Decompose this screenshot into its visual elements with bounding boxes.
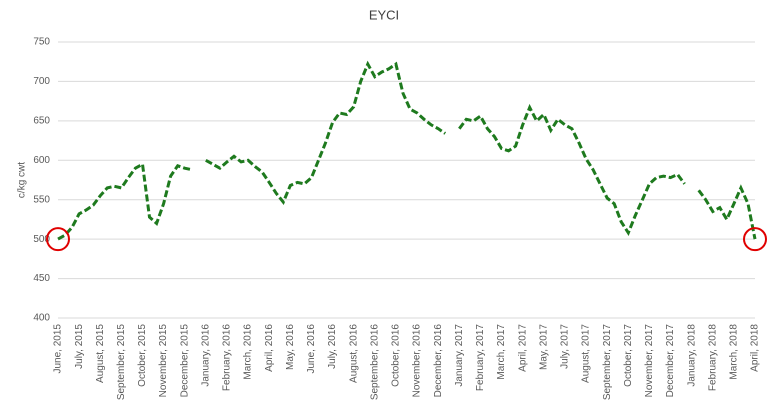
y-tick-label: 450 — [33, 273, 50, 284]
x-tick-label: November, 2016 — [412, 324, 423, 398]
x-tick-label: July, 2016 — [327, 324, 338, 369]
x-tick-label: September, 2017 — [602, 324, 613, 401]
x-tick-label: October, 2015 — [137, 324, 148, 387]
x-tick-label: August, 2016 — [348, 324, 359, 383]
y-tick-label: 500 — [33, 234, 50, 245]
x-tick-label: June, 2016 — [306, 324, 317, 374]
highlight-circle — [743, 227, 767, 252]
x-tick-label: May, 2017 — [538, 324, 549, 370]
x-tick-label: January, 2016 — [200, 324, 211, 387]
x-tick-label: August, 2017 — [581, 324, 592, 383]
x-tick-label: August, 2015 — [95, 324, 106, 383]
x-tick-label: April, 2017 — [517, 324, 528, 372]
x-tick-label: September, 2016 — [369, 324, 380, 401]
x-tick-label: October, 2016 — [391, 324, 402, 387]
x-tick-label: March, 2017 — [496, 324, 507, 380]
y-tick-label: 550 — [33, 194, 50, 205]
y-tick-label: 400 — [33, 313, 50, 324]
y-tick-label: 700 — [33, 76, 50, 87]
highlight-circle — [46, 227, 70, 252]
x-tick-label: January, 2017 — [454, 324, 465, 387]
x-tick-label: January, 2018 — [686, 324, 697, 387]
x-tick-label: April, 2018 — [750, 324, 761, 372]
x-tick-label: December, 2016 — [433, 324, 444, 398]
x-tick-label: February, 2016 — [222, 324, 233, 392]
chart-title: EYCI — [369, 7, 399, 22]
y-axis-title: c/kg cwt — [17, 162, 28, 198]
x-tick-label: July, 2017 — [560, 324, 571, 369]
x-tick-label: December, 2015 — [179, 324, 190, 398]
x-tick-label: February, 2017 — [475, 324, 486, 392]
x-tick-label: October, 2017 — [623, 324, 634, 387]
x-tick-label: November, 2017 — [644, 324, 655, 398]
x-tick-label: December, 2017 — [665, 324, 676, 398]
y-tick-label: 750 — [33, 37, 50, 48]
x-tick-label: March, 2018 — [729, 324, 740, 380]
y-tick-label: 600 — [33, 155, 50, 166]
x-tick-label: May, 2016 — [285, 324, 296, 370]
data-line — [57, 60, 757, 241]
y-tick-label: 650 — [33, 115, 50, 126]
x-tick-label: April, 2016 — [264, 324, 275, 372]
x-tick-label: February, 2018 — [707, 324, 718, 392]
x-tick-label: September, 2015 — [116, 324, 127, 401]
x-tick-label: July, 2015 — [74, 324, 85, 369]
x-tick-label: November, 2015 — [158, 324, 169, 398]
x-tick-label: June, 2015 — [53, 324, 64, 374]
x-tick-label: March, 2016 — [243, 324, 254, 380]
